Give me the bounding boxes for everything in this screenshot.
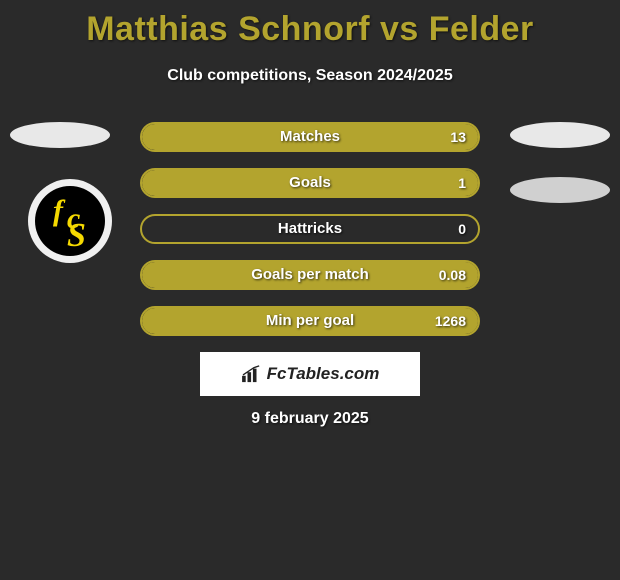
bar-chart-icon xyxy=(241,365,263,383)
stat-label: Hattricks xyxy=(142,216,478,242)
stat-bar: Min per goal1268 xyxy=(140,306,480,336)
stat-bar: Goals per match0.08 xyxy=(140,260,480,290)
stats-list: Matches13 Goals1 Hattricks0 Goals per match… xyxy=(140,122,480,352)
club-badge-left: f c S xyxy=(27,178,113,264)
date-text: 9 february 2025 xyxy=(0,410,620,428)
page-title: Matthias Schnorf vs Felder xyxy=(0,0,620,49)
subtitle: Club competitions, Season 2024/2025 xyxy=(0,67,620,85)
stat-value-right: 1 xyxy=(458,170,466,196)
stat-value-right: 1268 xyxy=(435,308,466,334)
stat-value-right: 13 xyxy=(450,124,466,150)
stat-label: Min per goal xyxy=(142,308,478,334)
stat-bar: Hattricks0 xyxy=(140,214,480,244)
watermark: FcTables.com xyxy=(200,352,420,396)
watermark-text: FcTables.com xyxy=(267,364,380,384)
stat-label: Goals per match xyxy=(142,262,478,288)
stat-label: Goals xyxy=(142,170,478,196)
stat-bar: Goals1 xyxy=(140,168,480,198)
svg-text:S: S xyxy=(67,217,86,254)
player-left-avatar-placeholder xyxy=(10,122,110,148)
stat-bar: Matches13 xyxy=(140,122,480,152)
stat-value-right: 0 xyxy=(458,216,466,242)
player-right-club-placeholder xyxy=(510,177,610,203)
player-right-avatar-placeholder xyxy=(510,122,610,148)
stat-value-right: 0.08 xyxy=(439,262,466,288)
stat-label: Matches xyxy=(142,124,478,150)
